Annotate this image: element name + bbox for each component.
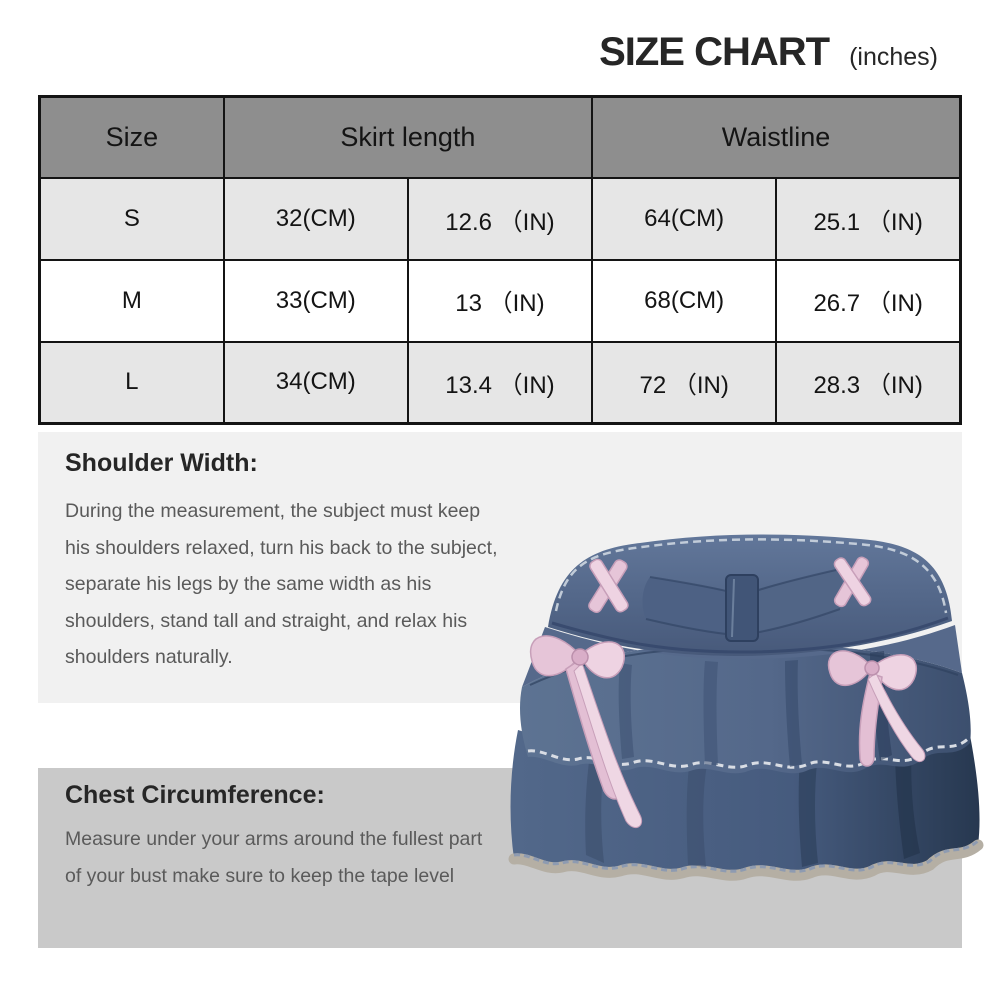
size-table-header-row: Size Skirt length Waistline bbox=[38, 95, 962, 180]
shoulder-text-line: his shoulders relaxed, turn his back to … bbox=[65, 536, 498, 559]
col-header-size: Size bbox=[38, 95, 225, 180]
page-title-main: SIZE CHART bbox=[599, 30, 830, 74]
chest-circumference-text: Measure under your arms around the fulle… bbox=[65, 821, 482, 894]
shoulder-text-line: separate his legs by the same width as h… bbox=[65, 573, 432, 596]
cell-skirt-in-m: 13 （IN) bbox=[406, 259, 594, 343]
shoulder-width-heading: Shoulder Width: bbox=[65, 449, 258, 477]
pink-bow-right bbox=[827, 650, 926, 767]
table-row-m: M 33(CM) 13 （IN) 68(CM) 26.7 （IN) bbox=[38, 259, 962, 343]
col-header-skirt-length: Skirt length bbox=[222, 95, 594, 180]
cell-skirt-cm-s: 32(CM) bbox=[222, 177, 409, 261]
cell-skirt-cm-l: 34(CM) bbox=[222, 340, 409, 425]
cell-waist-cm-l: 72 （IN) bbox=[591, 340, 778, 425]
table-row-s: S 32(CM) 12.6 （IN) 64(CM) 25.1 （IN) bbox=[38, 177, 962, 261]
table-row-l: L 34(CM) 13.4 （IN) 72 （IN) 28.3 （IN) bbox=[38, 340, 962, 425]
cell-waist-in-m: 26.7 （IN) bbox=[775, 259, 962, 343]
shoulder-text-line: shoulders, stand tall and straight, and … bbox=[65, 609, 468, 632]
cell-skirt-in-l: 13.4 （IN) bbox=[406, 340, 594, 425]
shoulder-width-text: During the measurement, the subject must… bbox=[65, 493, 498, 676]
cell-skirt-in-s: 12.6 （IN) bbox=[406, 177, 594, 261]
cell-size-s: S bbox=[38, 177, 225, 261]
cell-waist-in-s: 25.1 （IN) bbox=[775, 177, 962, 261]
chest-circumference-heading: Chest Circumference: bbox=[65, 781, 325, 809]
cell-waist-in-l: 28.3 （IN) bbox=[775, 340, 962, 425]
size-table: Size Skirt length Waistline S 32(CM) 12.… bbox=[38, 95, 962, 425]
col-header-waistline: Waistline bbox=[591, 95, 962, 180]
cell-waist-cm-s: 64(CM) bbox=[591, 177, 778, 261]
cell-size-m: M bbox=[38, 259, 225, 343]
page-title-unit: (inches) bbox=[849, 43, 938, 71]
pink-bow-left bbox=[529, 635, 642, 829]
shoulder-text-line: shoulders naturally. bbox=[65, 646, 233, 669]
pink-lace-cross-left bbox=[588, 558, 629, 614]
cell-skirt-cm-m: 33(CM) bbox=[222, 259, 409, 343]
cell-waist-cm-m: 68(CM) bbox=[591, 259, 778, 343]
denim-bow bbox=[642, 569, 844, 642]
chest-text-line: of your bust make sure to keep the tape … bbox=[65, 864, 455, 887]
denim-skirt-product-image bbox=[508, 534, 984, 881]
chest-text-line: Measure under your arms around the fulle… bbox=[65, 828, 483, 850]
cell-size-l: L bbox=[38, 340, 225, 425]
page-title: SIZE CHART (inches) bbox=[599, 30, 938, 75]
pink-lace-cross-right bbox=[833, 556, 872, 608]
shoulder-text-line: During the measurement, the subject must… bbox=[65, 500, 481, 522]
